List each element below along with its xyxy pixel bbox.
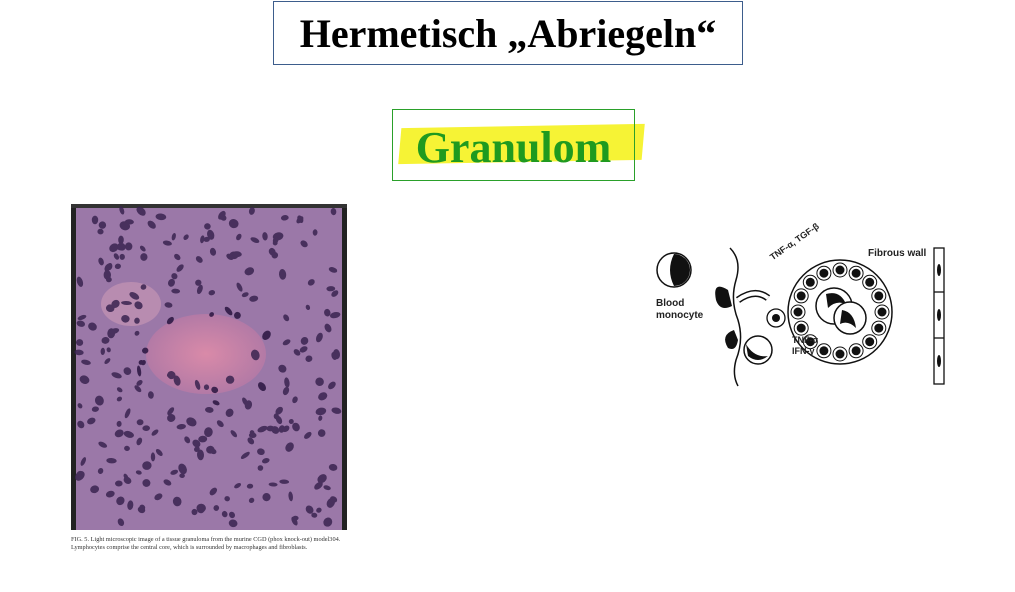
label-blood: Blood — [656, 298, 685, 309]
figure-caption: FIG. 5. Light microscopic image of a tis… — [71, 536, 341, 551]
label-tnf: TNF-α — [792, 335, 819, 345]
title-box: Hermetisch „Abriegeln“ — [273, 1, 743, 65]
label-monocyte: monocyte — [656, 310, 704, 321]
slide-title: Hermetisch „Abriegeln“ — [299, 10, 717, 56]
granuloma-svg — [656, 247, 945, 387]
granuloma-diagram: Blood monocyte Fibrous wall TNF-α, TGF-β… — [650, 221, 950, 390]
slide-subtitle: Granulom — [415, 122, 612, 172]
label-fibrous-wall: Fibrous wall — [868, 248, 927, 259]
micrograph-image — [71, 204, 347, 530]
label-ifn: IFN-γ — [792, 346, 815, 356]
subtitle-box: Granulom — [392, 109, 635, 181]
